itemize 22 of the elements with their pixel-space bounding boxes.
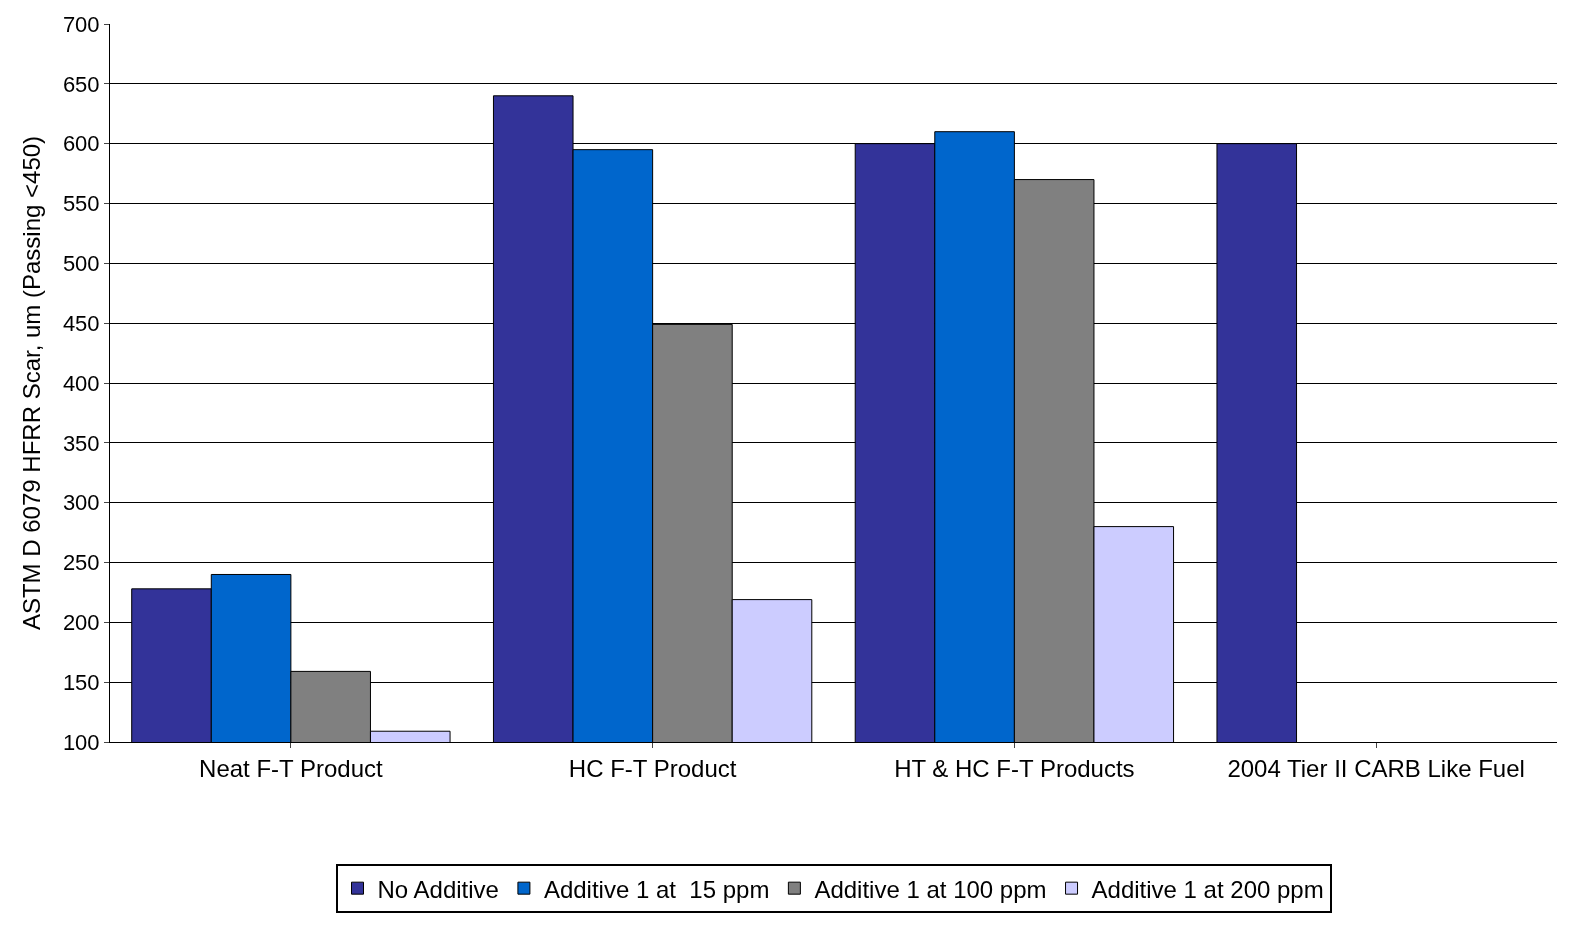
y-tick-label: 250: [62, 550, 100, 576]
y-tick-label: 300: [62, 490, 100, 516]
legend-label: Additive 1 at 100 ppm: [814, 875, 1047, 903]
y-tick-label: 500: [62, 251, 100, 277]
legend-label: No Additive: [377, 875, 499, 903]
x-tick-label: HT & HC F-T Products: [894, 754, 1135, 782]
y-tick-label: 400: [62, 370, 100, 396]
y-axis-title: ASTM D 6079 HFRR Scar, um (Passing <450): [17, 135, 45, 631]
x-tick-label: HC F-T Product: [568, 754, 737, 782]
y-tick-label: 100: [62, 729, 100, 755]
x-tick-label: 2004 Tier II CARB Like Fuel: [1227, 754, 1525, 782]
y-tick-label: 350: [62, 430, 100, 456]
y-tick-label: 150: [62, 669, 100, 695]
y-tick-label: 600: [62, 131, 100, 157]
legend-label: Additive 1 at 200 ppm: [1091, 875, 1324, 903]
y-tick-label: 200: [62, 610, 100, 636]
y-tick-label: 450: [62, 310, 100, 336]
y-tick-label: 700: [62, 11, 100, 37]
y-tick-label: 550: [62, 191, 100, 217]
x-tick-label: Neat F-T Product: [199, 754, 384, 782]
y-tick-label: 650: [62, 71, 100, 97]
legend-label: Additive 1 at 15 ppm: [543, 875, 770, 903]
